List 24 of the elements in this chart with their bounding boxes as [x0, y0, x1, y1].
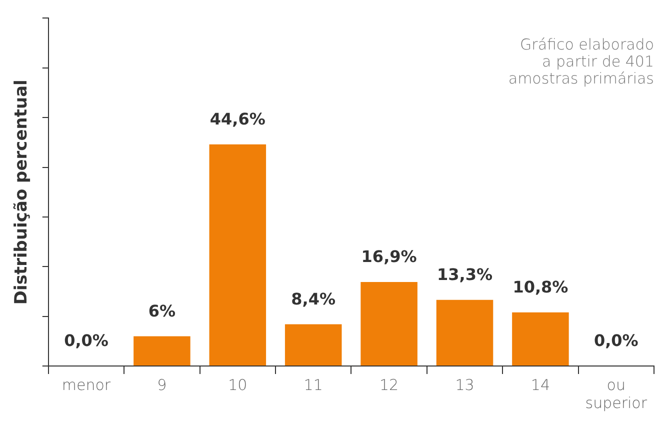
x-tick-label: 14 [530, 376, 550, 394]
data-label: 44,6% [210, 110, 266, 129]
x-tick-label: 13 [455, 376, 474, 394]
y-axis-title: Distribuição percentual [12, 80, 32, 305]
x-tick-label: 9 [157, 376, 167, 394]
x-tick-label: menor [62, 376, 112, 394]
bar [436, 300, 494, 366]
bar [209, 144, 266, 366]
annotation: Gráfico elaborado a partir de 401 amostras primárias [508, 36, 654, 88]
bar [360, 282, 418, 366]
data-label: 0,0% [64, 331, 108, 350]
bar [512, 312, 569, 366]
bar [134, 336, 190, 366]
data-label: 0,0% [594, 331, 638, 350]
data-label: 6% [148, 301, 176, 320]
x-tick-label: 12 [380, 376, 399, 394]
data-label: 13,3% [436, 265, 493, 284]
x-tick-label: ou superior [585, 376, 648, 412]
bar [284, 324, 342, 366]
data-label: 16,9% [361, 247, 417, 266]
data-label: 10,8% [512, 277, 568, 296]
x-tick-label: 10 [228, 376, 248, 394]
data-label: 8,4% [291, 289, 336, 308]
x-tick-label: 11 [304, 376, 323, 394]
